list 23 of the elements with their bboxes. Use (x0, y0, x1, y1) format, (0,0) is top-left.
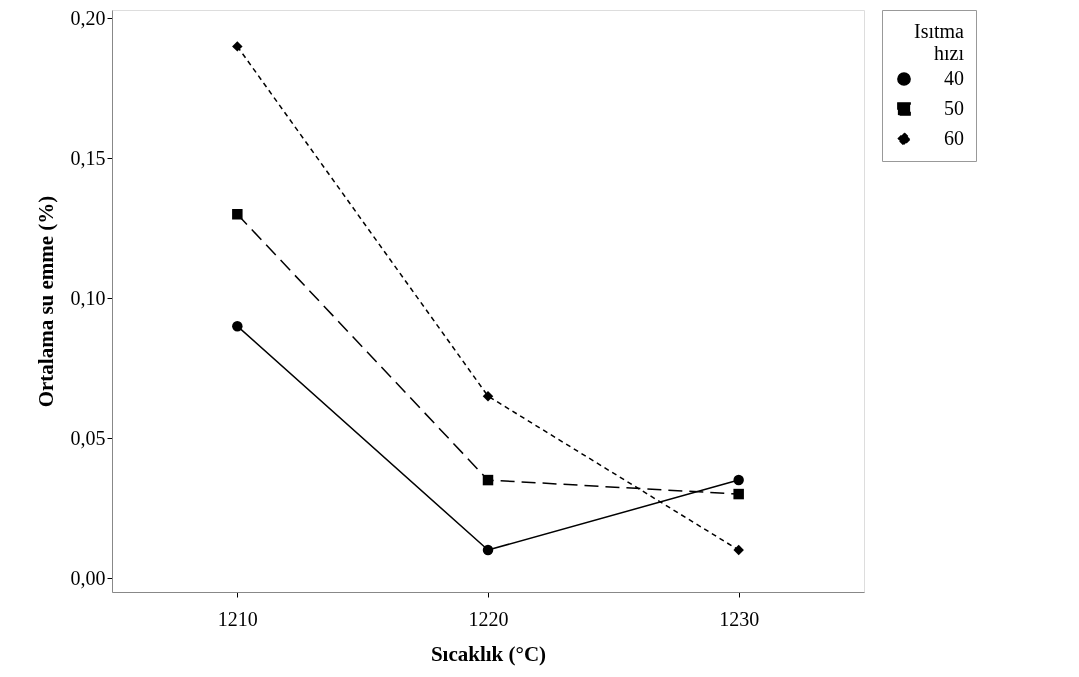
legend-title: Isıtma hızı (914, 20, 965, 64)
point (482, 474, 494, 486)
y-tick-label: 0,20 (70, 6, 106, 29)
x-tick-label: 1230 (719, 607, 760, 630)
legend-label: 40 (944, 67, 964, 89)
legend-label: 50 (944, 97, 964, 119)
point (232, 320, 243, 332)
x-axis-title: Sıcaklık (°C) (430, 641, 547, 666)
point (482, 390, 494, 402)
x-tick-label: 1220 (468, 607, 509, 630)
point (232, 41, 243, 52)
x-tick-label: 1210 (217, 607, 258, 630)
y-axis-title: Ortalama su emme (%) (33, 195, 58, 408)
y-tick-label: 0,15 (70, 146, 106, 169)
point (733, 474, 744, 486)
point (482, 544, 494, 556)
point (733, 488, 744, 500)
point (733, 544, 744, 556)
y-tick-label: 0,10 (70, 286, 106, 309)
point (232, 209, 243, 220)
y-tick-label: 0,00 (70, 566, 106, 589)
legend-label: 60 (944, 127, 964, 149)
y-tick-label: 0,05 (70, 426, 106, 449)
